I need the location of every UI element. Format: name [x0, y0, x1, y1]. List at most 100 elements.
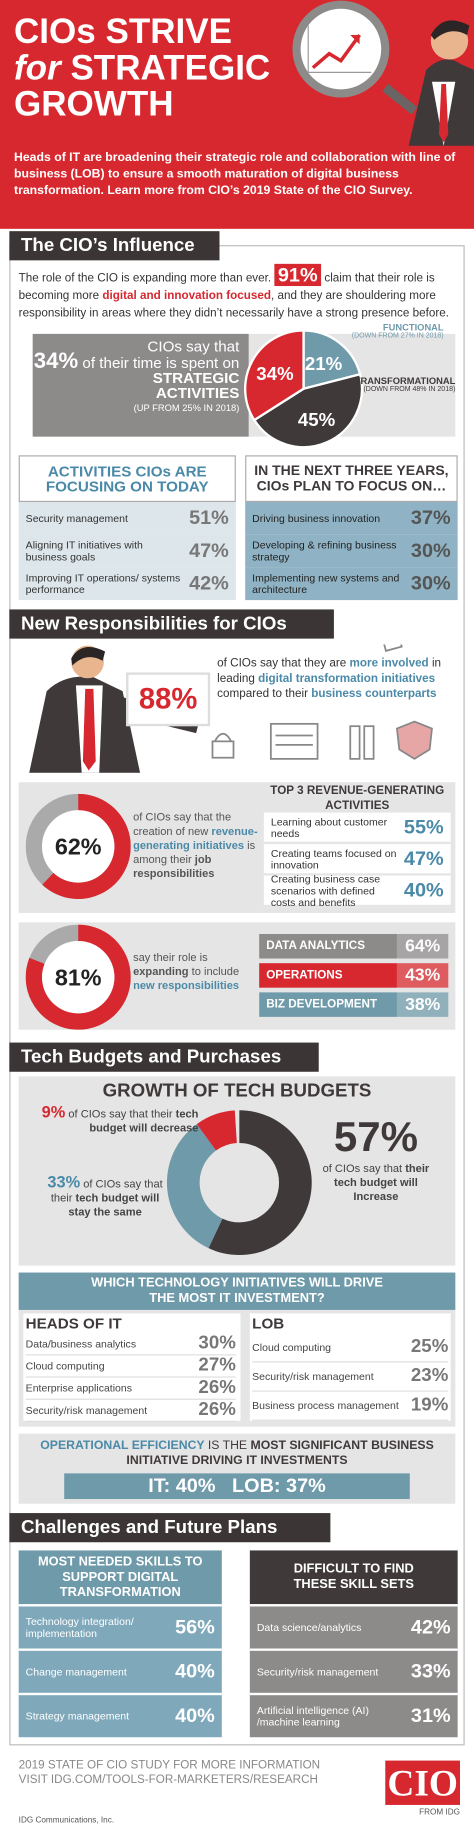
stat: 88%	[126, 672, 211, 727]
row-label: Data/business analytics	[25, 1337, 137, 1350]
text: of their time is spent on	[82, 353, 240, 372]
row-value: 26%	[198, 1377, 236, 1398]
legend-note: (DOWN FROM 48% IN 2018)	[363, 386, 456, 394]
donut-arc	[25, 924, 131, 1030]
table-row: Security management 51%	[18, 502, 236, 535]
row-value: 47%	[403, 847, 444, 870]
pie-slice	[302, 329, 362, 391]
section-heading: The CIO’s Influence	[9, 231, 220, 261]
row-value: 33%	[410, 1660, 451, 1683]
area-value: 43%	[396, 963, 449, 988]
panel	[23, 1313, 241, 1421]
text: claim that their role is becoming more	[18, 272, 435, 303]
row-label: Cloud computing	[252, 1341, 332, 1354]
table-heading: IN THE NEXT THREE YEARS, CIOs PLAN TO FO…	[245, 455, 458, 503]
donut-segment	[166, 1124, 223, 1249]
row-value: 23%	[410, 1365, 449, 1386]
row-label: Data science/analytics	[256, 1621, 362, 1634]
legend-name: FUNCTIONAL	[382, 322, 444, 333]
emphasis: STRATEGIC ACTIVITIES	[152, 368, 240, 402]
table-row: Creating teams focused on innovation 47%	[263, 844, 451, 876]
footer-line: 2019 STATE OF CIO STUDY FOR MORE INFORMA…	[18, 1759, 321, 1773]
table-heading: DIFFICULT TO FIND THESE SKILL SETS	[249, 1550, 458, 1605]
involved-text: of CIOs say that they are more involved …	[217, 656, 450, 702]
table-row: Artificial intelligence (AI) /machine le…	[249, 1692, 458, 1738]
note: (UP FROM 25% IN 2018)	[133, 402, 240, 414]
row-value: 25%	[410, 1336, 449, 1357]
donut-segment	[196, 1110, 237, 1151]
area-row: BIZ DEVELOPMENT 38%	[259, 992, 449, 1017]
column-heading: HEADS OF IT	[25, 1314, 122, 1333]
row-value: 40%	[175, 1704, 215, 1727]
row-label: Enterprise applications	[25, 1382, 132, 1394]
stat: 34%	[33, 349, 79, 374]
area-value: 64%	[396, 933, 449, 959]
table-heading: TOP 3 REVENUE-GENERATING ACTIVITIES	[270, 784, 445, 813]
row-label: Artificial intelligence (AI) /machine le…	[256, 1704, 369, 1728]
row-label: Implementing new systems and architectur…	[252, 572, 400, 596]
efficiency-text: OPERATIONAL EFFICIENCY IS THE MOST SIGNI…	[35, 1438, 439, 1468]
row-label: Aligning IT initiatives with business go…	[25, 539, 143, 563]
column-heading: LOB	[252, 1314, 285, 1333]
section-heading: New Responsibilities for CIOs	[9, 609, 334, 639]
text: to include	[191, 965, 240, 979]
area-label: BIZ DEVELOPMENT	[259, 992, 397, 1017]
stat: 57%	[333, 1112, 418, 1161]
emphasis: new responsibilities	[133, 979, 240, 993]
text: BUSINESS INITIATIVE DRIVING IT INVESTMEN…	[126, 1438, 434, 1468]
column-row: Security/risk management 23%	[252, 1362, 449, 1392]
pie-slice	[244, 329, 305, 422]
emphasis: digital transformation initiatives	[258, 672, 436, 686]
donut: 62%	[25, 793, 131, 899]
donut: 81%	[25, 924, 131, 1030]
legend-note: (DOWN FROM 27% IN 2018)	[351, 332, 444, 340]
row-label: Security/risk management	[252, 1370, 374, 1383]
text: MOST SIGNIFICANT	[250, 1438, 368, 1453]
slice-label: 45%	[298, 409, 336, 430]
row-label: Business process management	[252, 1399, 399, 1412]
logo: CIO	[385, 1760, 460, 1805]
area-label: OPERATIONS	[259, 963, 397, 988]
table-row: Change management 40%	[18, 1648, 222, 1693]
row-label: Security/risk management	[25, 1404, 148, 1417]
text: IS THE	[207, 1438, 248, 1453]
row-value: 30%	[198, 1333, 236, 1354]
row-value: 51%	[189, 506, 229, 529]
stat: 33%	[47, 1172, 81, 1191]
donut-label: 62%	[55, 834, 102, 860]
title-line: for STRATEGIC	[14, 50, 270, 86]
text: of CIOs say that	[322, 1162, 403, 1176]
pie-legend: FUNCTIONAL (DOWN FROM 27% IN 2018)	[350, 322, 444, 340]
row-label: Strategy management	[25, 1710, 130, 1723]
revenue-text: of CIOs say that the creation of new rev…	[133, 811, 259, 881]
footer-text: 2019 STATE OF CIO STUDY FOR MORE INFORMA…	[19, 1759, 320, 1787]
column-row: Enterprise applications 26%	[25, 1377, 236, 1400]
table-heading: MOST NEEDED SKILLS TO SUPPORT DIGITAL TR…	[18, 1550, 222, 1605]
column-row: Security/risk management 26%	[25, 1400, 236, 1423]
footer-line: VISIT IDG.COM/TOOLS-FOR-MARKETERS/RESEAR…	[18, 1773, 318, 1787]
text: of CIOs say that their	[50, 1177, 163, 1205]
budget-title: GROWTH OF TECH BUDGETS	[102, 1081, 372, 1101]
area-value: 38%	[396, 992, 449, 1017]
column-row: Data/business analytics 30%	[25, 1333, 236, 1356]
pie-legend: TRANSFORMATIONAL (DOWN FROM 48% IN 2018)	[350, 376, 455, 394]
donut	[166, 1110, 312, 1256]
donut-hole	[42, 940, 115, 1014]
text: , and they are shouldering more responsi…	[18, 289, 449, 320]
table-row: Developing & refining business strategy 3…	[245, 534, 458, 568]
row-value: 56%	[175, 1615, 215, 1638]
area-row: DATA ANALYTICS 64%	[259, 933, 449, 959]
pie-slice	[252, 372, 364, 449]
row-value: 42%	[189, 572, 229, 595]
text: compared to their	[217, 687, 309, 701]
header-illustration	[292, 0, 474, 146]
title: CIOs STRIVE for STRATEGIC GROWTH	[14, 14, 270, 123]
row-label: Cloud computing	[25, 1360, 105, 1372]
title-italic: for	[14, 49, 61, 88]
panel	[249, 1313, 451, 1421]
donut-arc	[42, 793, 131, 899]
column-row: Business process management 19%	[252, 1392, 449, 1421]
row-label: Security management	[25, 512, 128, 525]
table-row: Aligning IT initiatives with business go…	[18, 534, 236, 568]
